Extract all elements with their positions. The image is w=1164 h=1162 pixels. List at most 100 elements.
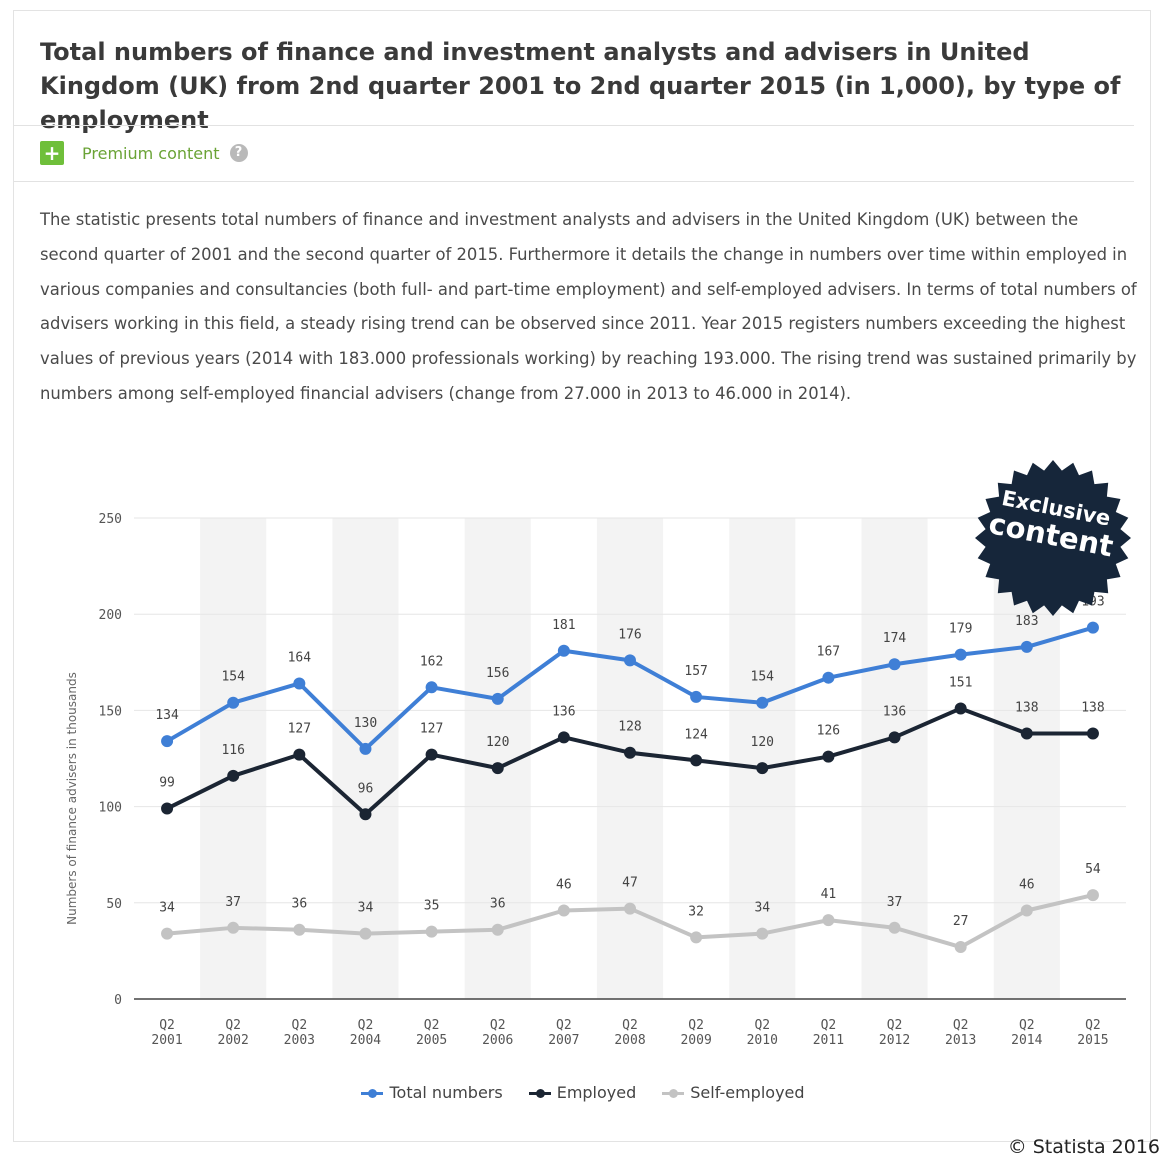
exclusive-content-badge: Exclusive content: [972, 457, 1134, 619]
data-point: [822, 750, 835, 763]
data-point: [557, 731, 570, 744]
x-tick-label: Q2 2006: [482, 1018, 513, 1048]
data-point: [624, 746, 636, 759]
premium-row[interactable]: + Premium content ?: [40, 139, 248, 167]
data-label: 34: [159, 901, 175, 916]
column-band: [332, 518, 399, 999]
data-point: [1086, 889, 1099, 902]
divider: [14, 181, 1134, 182]
x-tick-label: Q2 2007: [548, 1018, 579, 1048]
data-point: [557, 644, 570, 657]
legend-item-total[interactable]: Total numbers: [361, 1083, 503, 1102]
data-label: 130: [354, 716, 377, 731]
data-point: [1086, 621, 1099, 634]
data-point: [1020, 727, 1033, 740]
copyright-notice: © Statista 2016: [1007, 1136, 1160, 1158]
y-axis-title: Numbers of finance advisers in thousands: [65, 672, 79, 925]
data-point: [756, 762, 769, 775]
data-point: [293, 923, 306, 936]
data-point: [425, 681, 438, 694]
data-point: [954, 941, 967, 954]
data-point: [888, 921, 901, 934]
divider: [14, 125, 1134, 126]
data-label: 183: [1015, 614, 1038, 629]
data-point: [491, 692, 504, 705]
data-label: 36: [292, 897, 308, 912]
data-point: [822, 671, 835, 684]
data-label: 136: [552, 704, 575, 719]
data-label: 138: [1015, 700, 1038, 715]
data-label: 154: [221, 670, 245, 685]
x-tick-label: Q2 2003: [284, 1018, 315, 1048]
data-label: 120: [486, 735, 509, 750]
data-point: [690, 754, 703, 767]
data-label: 181: [552, 618, 575, 633]
plus-icon[interactable]: +: [40, 141, 64, 165]
chart-title: Total numbers of finance and investment …: [40, 38, 1121, 134]
legend-item-self-employed[interactable]: Self-employed: [662, 1083, 805, 1102]
data-point: [425, 748, 438, 761]
y-tick-label: 250: [99, 512, 122, 527]
data-point: [756, 696, 769, 709]
data-label: 174: [883, 631, 907, 646]
help-icon[interactable]: ?: [229, 144, 248, 162]
x-tick-label: Q2 2004: [350, 1018, 381, 1048]
x-tick-label: Q2 2002: [218, 1018, 249, 1048]
legend-swatch-total: [361, 1088, 384, 1098]
chart-description: The statistic presents total numbers of …: [40, 210, 1137, 403]
data-point: [624, 902, 636, 915]
data-label: 32: [688, 904, 704, 919]
data-point: [888, 731, 901, 744]
data-point: [1020, 904, 1033, 917]
data-label: 162: [420, 654, 443, 669]
chart-card: Total numbers of finance and investment …: [13, 10, 1151, 1142]
data-label: 46: [1019, 877, 1035, 892]
data-label: 154: [751, 670, 775, 685]
data-label: 126: [817, 724, 840, 739]
data-point: [491, 923, 504, 936]
data-label: 27: [953, 914, 969, 929]
data-label: 36: [490, 897, 506, 912]
data-point: [690, 690, 703, 703]
data-point: [954, 648, 967, 661]
badge-starburst-icon: [975, 460, 1131, 616]
column-band: [729, 518, 796, 999]
y-tick-label: 150: [99, 704, 122, 719]
data-label: 156: [486, 666, 509, 681]
data-point: [491, 762, 504, 775]
x-tick-label: Q2 2011: [813, 1018, 844, 1048]
data-label: 35: [424, 899, 440, 914]
x-tick-label: Q2 2015: [1077, 1018, 1108, 1048]
x-tick-label: Q2 2008: [614, 1018, 645, 1048]
legend-item-employed[interactable]: Employed: [528, 1083, 637, 1102]
legend-label-total: Total numbers: [389, 1083, 503, 1102]
data-point: [227, 696, 240, 709]
data-point: [359, 742, 372, 755]
data-point: [359, 808, 372, 821]
data-point: [1086, 727, 1099, 740]
legend-swatch-employed: [528, 1088, 551, 1098]
data-point: [954, 702, 967, 715]
data-point: [888, 658, 901, 671]
data-point: [227, 921, 240, 934]
data-label: 134: [155, 708, 179, 723]
data-label: 167: [817, 645, 840, 660]
legend-label-employed: Employed: [556, 1083, 637, 1102]
data-point: [161, 927, 174, 940]
x-tick-label: Q2 2005: [416, 1018, 447, 1048]
data-label: 34: [358, 901, 374, 916]
data-label: 99: [159, 776, 175, 791]
data-point: [690, 931, 703, 944]
premium-content-label[interactable]: Premium content: [82, 143, 220, 163]
x-tick-label: Q2 2014: [1011, 1018, 1042, 1048]
data-point: [822, 914, 835, 927]
data-label: 164: [288, 650, 312, 665]
data-label: 127: [288, 722, 311, 737]
line-chart: 0 50 100 150 200 250 Q2 2001 Q2 2002 Q2 2003 Q2 2004 Q…: [65, 512, 1126, 1048]
y-tick-label: 50: [106, 897, 122, 912]
data-label: 37: [887, 895, 903, 910]
data-point: [293, 677, 306, 690]
data-label: 124: [684, 727, 708, 742]
legend-swatch-self-employed: [662, 1088, 685, 1098]
x-tick-label: Q2 2009: [680, 1018, 711, 1048]
